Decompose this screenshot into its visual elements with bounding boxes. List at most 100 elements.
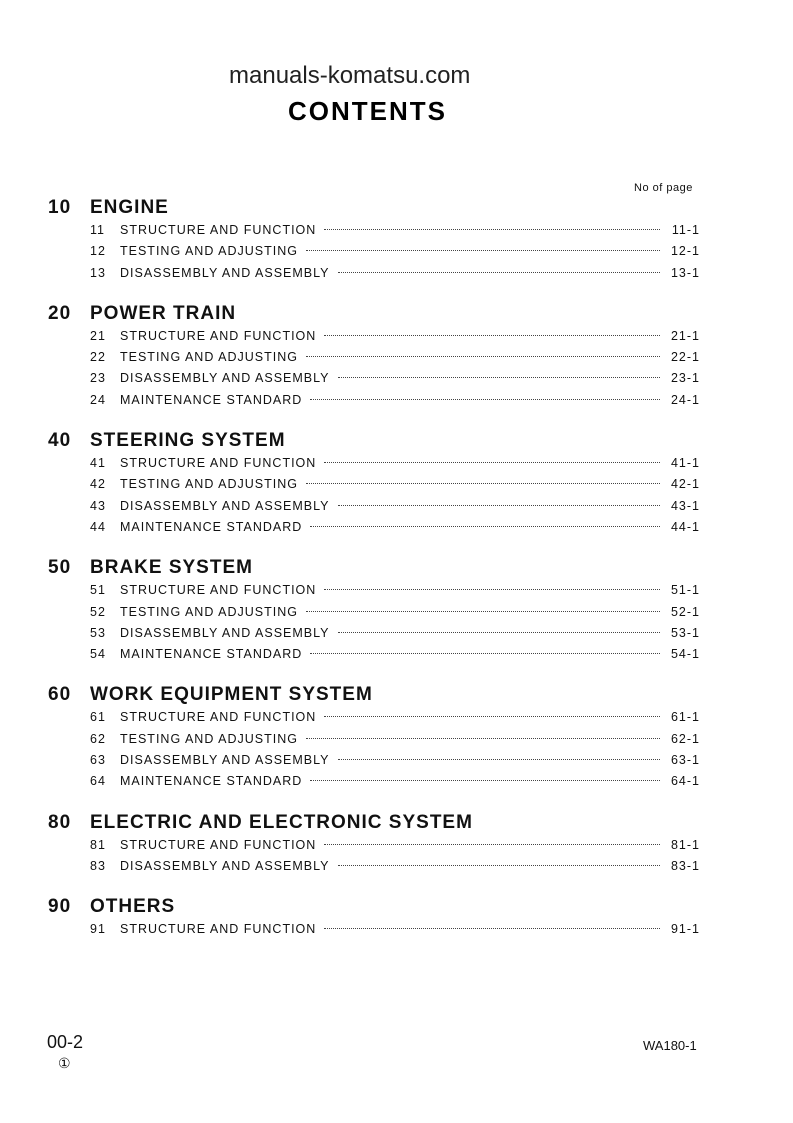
toc-entry[interactable]: 91 STRUCTURE AND FUNCTION 91-1: [48, 919, 700, 940]
entry-title: MAINTENANCE STANDARD: [120, 647, 303, 662]
entry-page: 12-1: [670, 244, 700, 259]
toc-entry[interactable]: 41 STRUCTURE AND FUNCTION 41-1: [48, 453, 700, 474]
section-name: ENGINE: [90, 197, 169, 218]
section-name: OTHERS: [90, 896, 176, 918]
toc-entry[interactable]: 81 STRUCTURE AND FUNCTION 81-1: [48, 835, 700, 856]
dot-leader: [324, 716, 660, 718]
section-name: BRAKE SYSTEM: [90, 557, 253, 579]
toc-entry[interactable]: 22 TESTING AND ADJUSTING 22-1: [48, 347, 700, 368]
entry-number: 54: [90, 647, 106, 662]
entry-page: 44-1: [670, 519, 700, 534]
entry-title: STRUCTURE AND FUNCTION: [120, 328, 317, 343]
section-number: 80: [48, 811, 72, 833]
toc-entry[interactable]: 11 STRUCTURE AND FUNCTION 11-1: [48, 220, 700, 241]
section-heading: 60 WORK EQUIPMENT SYSTEM: [48, 683, 700, 707]
toc-entry[interactable]: 23 DISASSEMBLY AND ASSEMBLY 23-1: [48, 368, 700, 389]
toc-entry[interactable]: 54 MAINTENANCE STANDARD 54-1: [48, 644, 700, 665]
toc-entry[interactable]: 44 MAINTENANCE STANDARD 44-1: [48, 517, 700, 538]
section-number: 60: [48, 684, 72, 706]
entry-number: 83: [90, 858, 106, 873]
dot-leader: [337, 504, 660, 506]
toc-section: 80 ELECTRIC AND ELECTRONIC SYSTEM 81 STRU…: [48, 811, 700, 878]
entry-title: STRUCTURE AND FUNCTION: [120, 710, 317, 725]
entry-title: DISASSEMBLY AND ASSEMBLY: [120, 858, 330, 873]
entry-number: 62: [90, 731, 106, 746]
entry-page: 53-1: [670, 625, 700, 640]
dot-leader: [324, 229, 660, 230]
entry-number: 91: [90, 922, 106, 937]
toc-section: 40 STEERING SYSTEM 41 STRUCTURE AND FUNCT…: [48, 429, 700, 538]
dot-leader: [310, 525, 660, 527]
section-heading: 10 ENGINE: [48, 196, 700, 220]
toc-entry[interactable]: 21 STRUCTURE AND FUNCTION 21-1: [48, 326, 700, 347]
entry-title: TESTING AND ADJUSTING: [120, 604, 298, 619]
entry-number: 52: [90, 604, 106, 619]
entry-page: 51-1: [670, 583, 700, 598]
entry-number: 23: [90, 371, 106, 386]
revision-mark: ①: [58, 1055, 71, 1071]
toc-entry[interactable]: 24 MAINTENANCE STANDARD 24-1: [48, 390, 700, 411]
entry-page: 61-1: [670, 710, 700, 725]
dot-leader: [310, 653, 660, 655]
entry-title: TESTING AND ADJUSTING: [120, 350, 298, 365]
entry-page: 81-1: [670, 837, 700, 852]
dot-leader: [324, 843, 660, 845]
entry-number: 21: [90, 328, 106, 343]
toc-entry[interactable]: 62 TESTING AND ADJUSTING 62-1: [48, 729, 700, 750]
entry-number: 41: [90, 456, 106, 471]
toc-section: 10 ENGINE 11 STRUCTURE AND FUNCTION 11-1 1…: [48, 196, 700, 284]
section-number: 90: [48, 896, 72, 918]
section-number: 40: [48, 430, 72, 452]
entry-number: 81: [90, 837, 106, 852]
entry-page: 21-1: [670, 328, 700, 343]
entry-page: 91-1: [670, 922, 700, 937]
toc-entry[interactable]: 52 TESTING AND ADJUSTING 52-1: [48, 602, 700, 623]
no-of-page-label: No of page: [634, 182, 693, 194]
toc-entry[interactable]: 63 DISASSEMBLY AND ASSEMBLY 63-1: [48, 750, 700, 771]
dot-leader: [337, 864, 660, 866]
section-heading: 50 BRAKE SYSTEM: [48, 556, 700, 580]
entry-page: 43-1: [670, 498, 700, 513]
entry-number: 53: [90, 625, 106, 640]
section-name: STEERING SYSTEM: [90, 430, 286, 452]
page-title: CONTENTS: [288, 96, 447, 126]
toc-entry[interactable]: 53 DISASSEMBLY AND ASSEMBLY 53-1: [48, 623, 700, 644]
entry-title: STRUCTURE AND FUNCTION: [120, 456, 317, 471]
toc-entry[interactable]: 51 STRUCTURE AND FUNCTION 51-1: [48, 580, 700, 601]
toc-section: 50 BRAKE SYSTEM 51 STRUCTURE AND FUNCTION…: [48, 556, 700, 665]
entry-page: 24-1: [670, 392, 700, 407]
toc-entry[interactable]: 61 STRUCTURE AND FUNCTION 61-1: [48, 707, 700, 728]
section-name: POWER TRAIN: [90, 302, 237, 324]
entry-title: STRUCTURE AND FUNCTION: [120, 223, 317, 237]
entry-page: 11-1: [671, 223, 700, 237]
section-number: 10: [48, 197, 72, 218]
section-name: ELECTRIC AND ELECTRONIC SYSTEM: [90, 811, 473, 833]
entry-title: MAINTENANCE STANDARD: [120, 392, 303, 407]
entry-page: 62-1: [670, 731, 700, 746]
toc-entry[interactable]: 42 TESTING AND ADJUSTING 42-1: [48, 474, 700, 495]
entry-number: 24: [90, 392, 106, 407]
dot-leader: [337, 271, 660, 273]
dot-leader: [337, 377, 660, 379]
entry-page: 52-1: [670, 604, 700, 619]
entry-number: 64: [90, 774, 106, 789]
entry-page: 41-1: [670, 456, 700, 471]
toc-entry[interactable]: 13 DISASSEMBLY AND ASSEMBLY 13-1: [48, 263, 700, 284]
entry-title: DISASSEMBLY AND ASSEMBLY: [120, 371, 330, 386]
dot-leader: [324, 334, 660, 336]
entry-page: 54-1: [670, 647, 700, 662]
dot-leader: [324, 589, 660, 591]
entry-page: 23-1: [670, 371, 700, 386]
section-heading: 40 STEERING SYSTEM: [48, 429, 700, 453]
entry-title: TESTING AND ADJUSTING: [120, 477, 298, 492]
toc-entry[interactable]: 83 DISASSEMBLY AND ASSEMBLY 83-1: [48, 856, 700, 877]
toc-section: 20 POWER TRAIN 21 STRUCTURE AND FUNCTION …: [48, 302, 700, 411]
toc-entry[interactable]: 64 MAINTENANCE STANDARD 64-1: [48, 771, 700, 792]
toc-entry[interactable]: 43 DISASSEMBLY AND ASSEMBLY 43-1: [48, 496, 700, 517]
section-heading: 80 ELECTRIC AND ELECTRONIC SYSTEM: [48, 811, 700, 835]
toc-section: 60 WORK EQUIPMENT SYSTEM 61 STRUCTURE AND…: [48, 683, 700, 792]
entry-number: 13: [90, 265, 106, 280]
section-number: 50: [48, 557, 72, 579]
entry-title: MAINTENANCE STANDARD: [120, 774, 303, 789]
toc-entry[interactable]: 12 TESTING AND ADJUSTING 12-1: [48, 241, 700, 262]
